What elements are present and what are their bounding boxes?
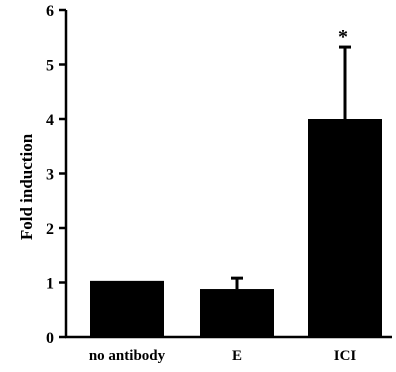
significance-marker-0: * bbox=[338, 26, 348, 48]
bar-1 bbox=[200, 289, 274, 337]
x-tick-label-2: ICI bbox=[334, 348, 357, 364]
y-tick-label-4: 4 bbox=[46, 112, 54, 129]
y-tick-label-3: 3 bbox=[46, 167, 54, 184]
y-tick-label-0: 0 bbox=[46, 330, 54, 347]
bar-2 bbox=[308, 119, 382, 337]
y-tick-label-5: 5 bbox=[46, 58, 54, 75]
y-tick-label-2: 2 bbox=[46, 221, 54, 238]
bars bbox=[90, 119, 382, 337]
y-axis: 0 1 2 3 4 5 6 bbox=[46, 3, 68, 347]
x-tick-label-1: E bbox=[232, 348, 242, 364]
error-bars bbox=[231, 45, 351, 290]
bar-0 bbox=[90, 280, 164, 337]
y-tick-label-6: 6 bbox=[46, 3, 54, 20]
x-axis: no antibody E ICI bbox=[65, 335, 392, 364]
y-axis-title: Fold induction bbox=[17, 133, 36, 240]
y-tick-label-1: 1 bbox=[46, 276, 54, 293]
x-tick-label-0: no antibody bbox=[89, 348, 166, 364]
annotations: * bbox=[338, 26, 348, 48]
